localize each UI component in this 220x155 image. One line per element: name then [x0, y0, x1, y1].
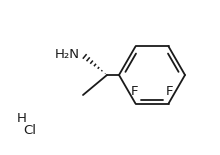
Text: F: F [166, 85, 173, 98]
Text: F: F [131, 85, 138, 98]
Text: Cl: Cl [24, 124, 37, 137]
Text: H₂N: H₂N [55, 47, 80, 60]
Text: H: H [17, 111, 27, 124]
